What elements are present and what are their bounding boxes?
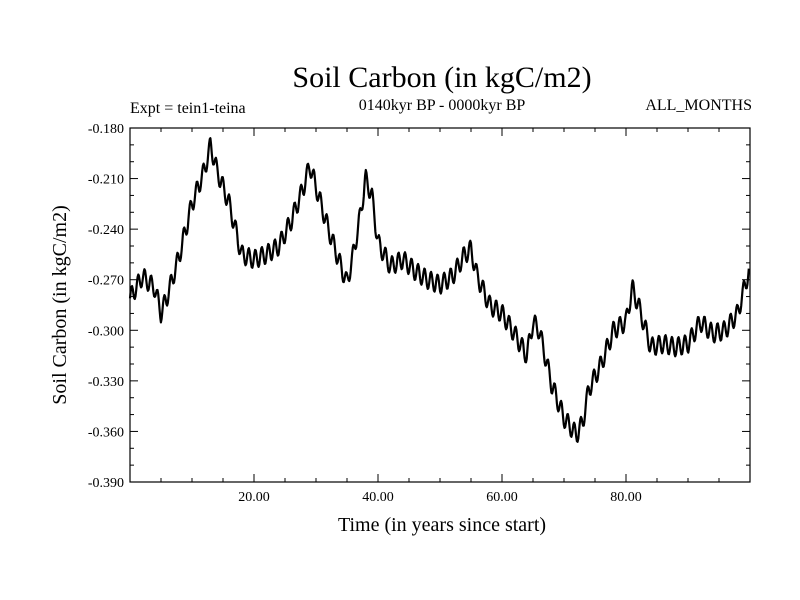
months-annotation: ALL_MONTHS: [645, 97, 752, 114]
series-line-soil-carbon: [128, 137, 750, 443]
chart-subtitle: 0140kyr BP - 0000kyr BP: [359, 97, 526, 114]
x-tick-label: 20.00: [238, 490, 270, 505]
x-tick-label: 40.00: [362, 490, 394, 505]
y-tick-label: -0.390: [88, 476, 124, 491]
x-tick-label: 80.00: [610, 490, 642, 505]
y-tick-label: -0.300: [88, 324, 124, 339]
chart-title: Soil Carbon (in kgC/m2): [292, 61, 591, 94]
y-tick-label: -0.240: [88, 223, 124, 238]
experiment-annotation: Expt = tein1-teina: [130, 100, 246, 117]
y-tick-label: -0.210: [88, 173, 124, 188]
y-tick-label: -0.270: [88, 274, 124, 289]
y-tick-label: -0.330: [88, 375, 124, 390]
y-tick-label: -0.360: [88, 425, 124, 440]
y-axis-label: Soil Carbon (in kgC/m2): [49, 205, 71, 404]
y-tick-label: -0.180: [88, 122, 124, 137]
x-tick-label: 60.00: [486, 490, 518, 505]
x-axis-label: Time (in years since start): [338, 514, 546, 536]
